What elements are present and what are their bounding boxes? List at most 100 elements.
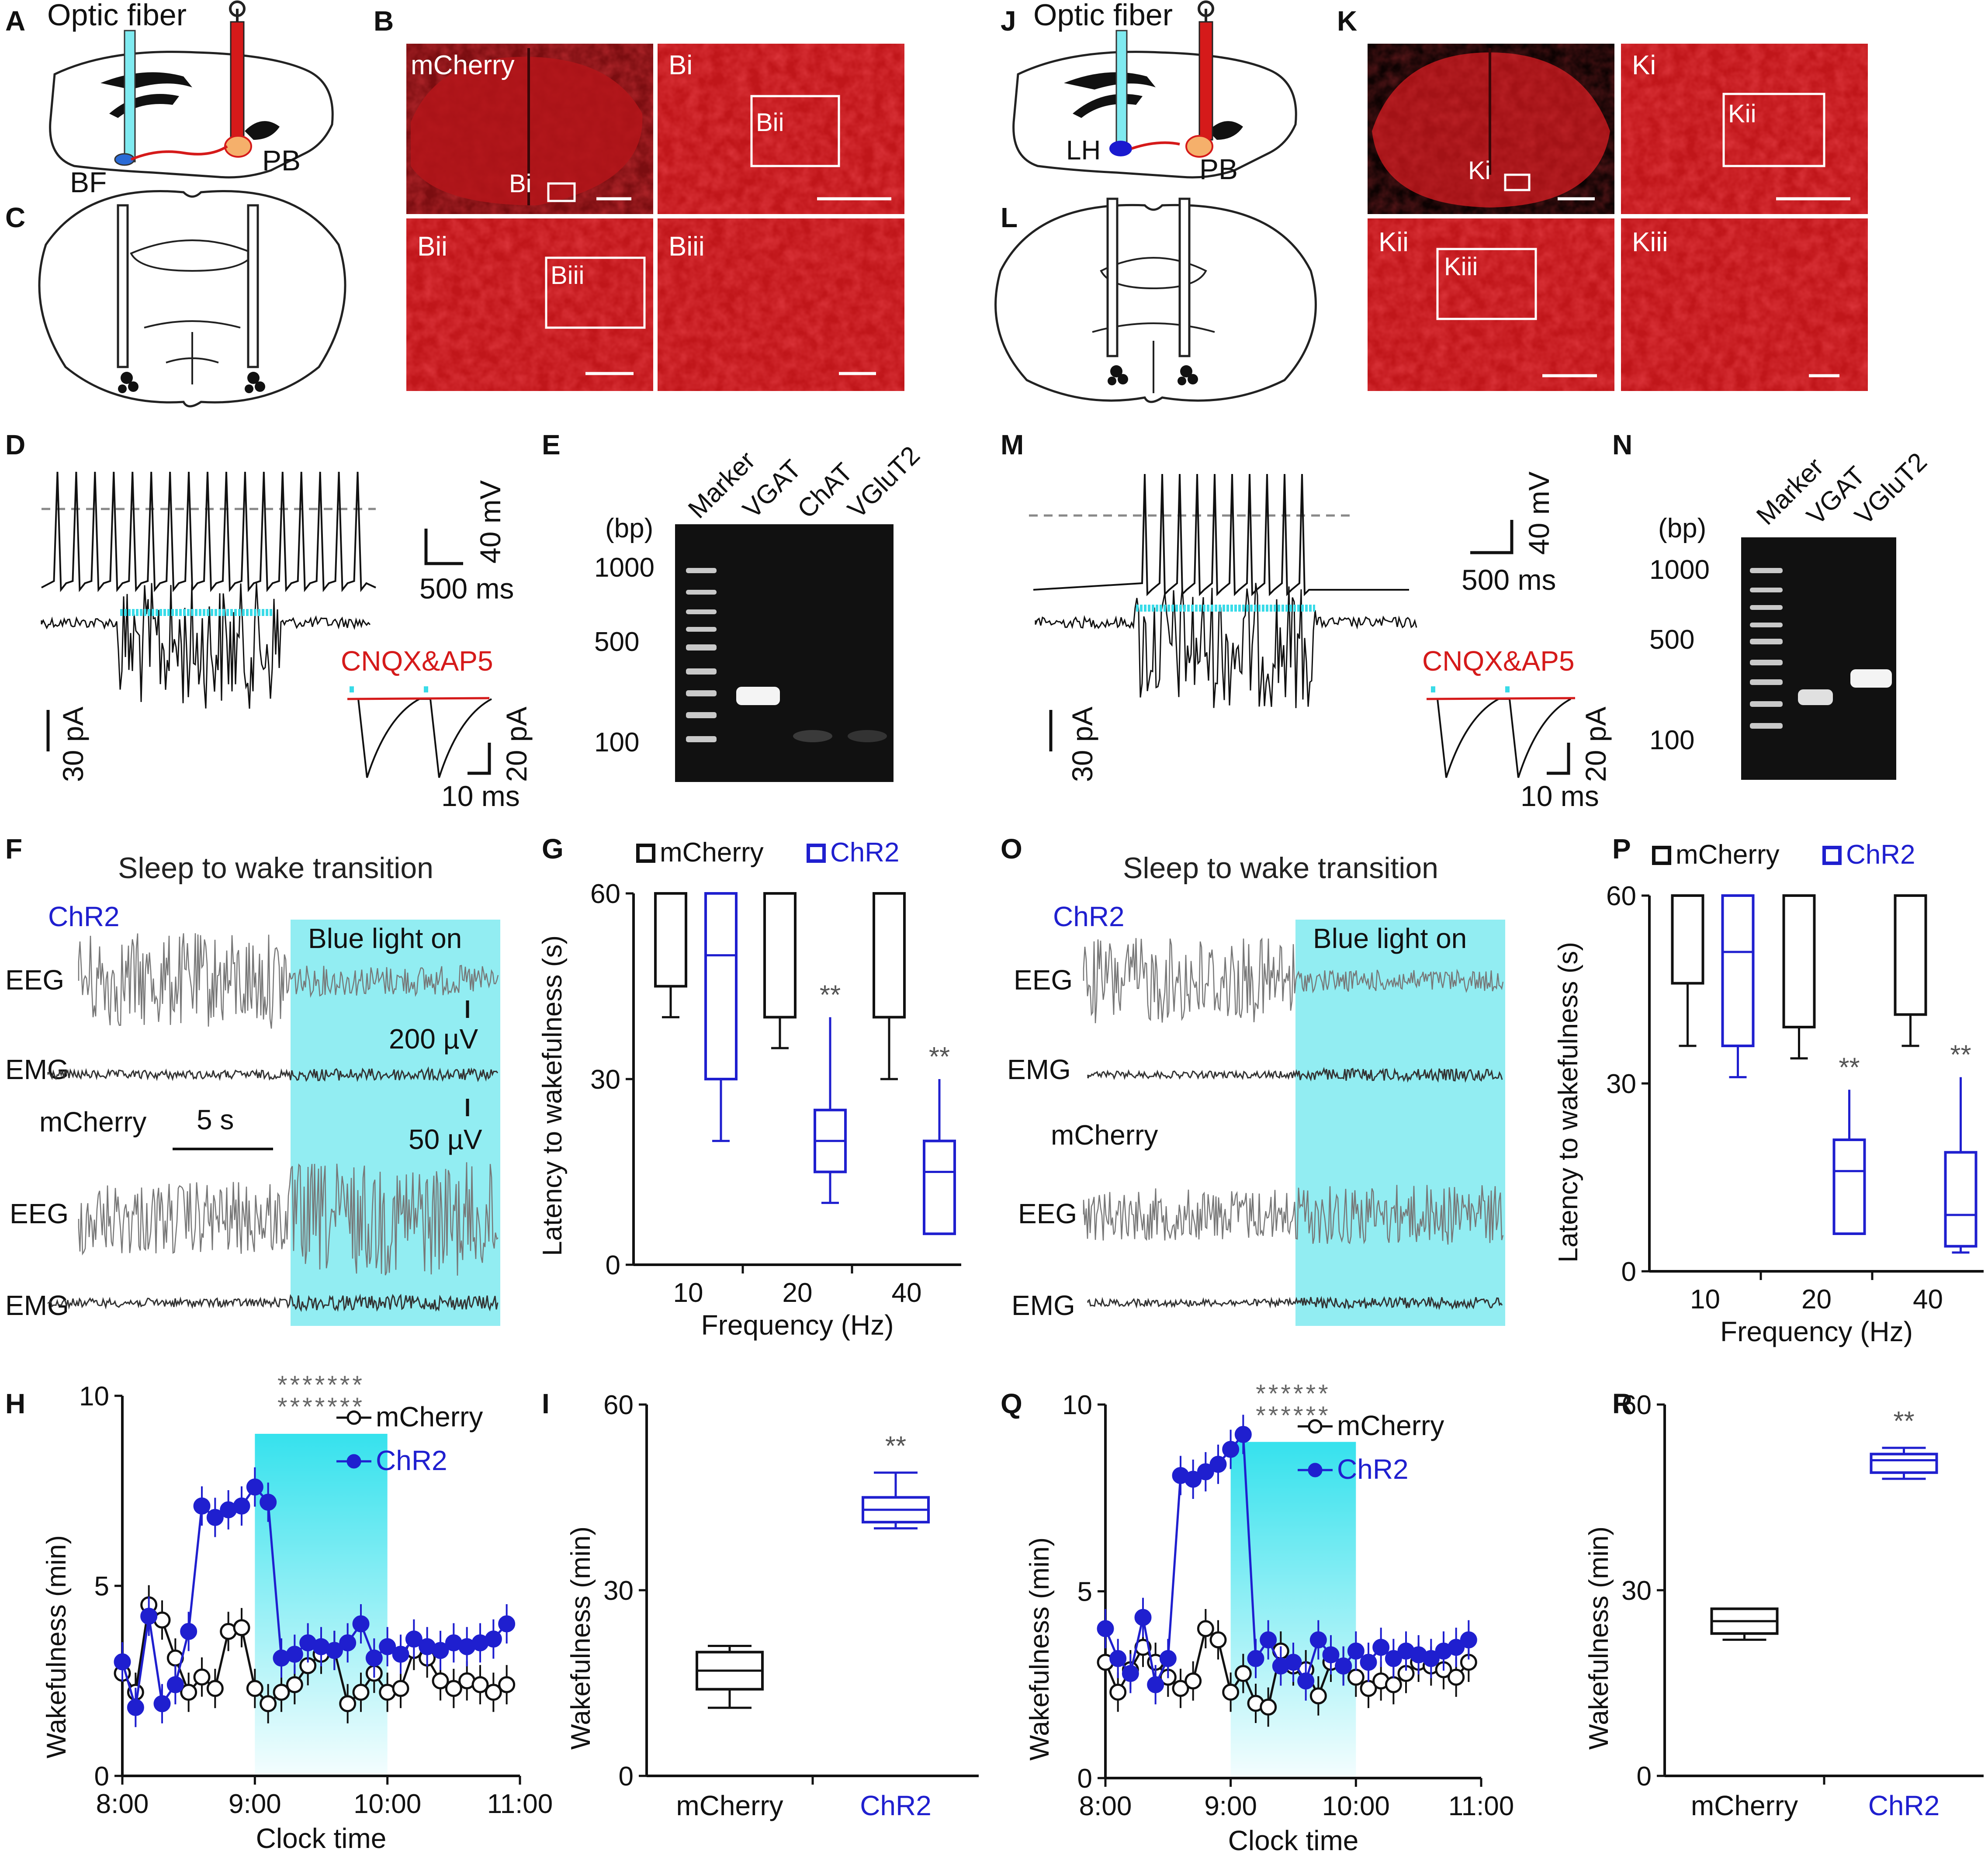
- data-point-chr2: [1322, 1646, 1340, 1664]
- emg-trace-mcherry-f: [47, 1294, 499, 1312]
- legend-label-mcherry: mCherry: [660, 837, 764, 868]
- drug-label-d: CNQX&AP5: [341, 645, 493, 677]
- panel-letter-g: G: [542, 833, 564, 865]
- data-point-chr2: [1335, 1657, 1352, 1675]
- data-point-chr2: [1109, 1650, 1127, 1667]
- data-point-chr2: [1285, 1654, 1302, 1671]
- data-point-mcherry: [1347, 1668, 1365, 1686]
- data-point-chr2: [1422, 1650, 1440, 1667]
- y-axis-label: Wakefulness (min): [1025, 1537, 1055, 1761]
- data-point-mcherry: [260, 1695, 277, 1713]
- data-point-mcherry: [1184, 1672, 1202, 1690]
- current-trace-d: [41, 583, 371, 709]
- gel-ladder-1000-n: 1000: [1649, 555, 1710, 585]
- legend-swatch-mcherry: [1652, 846, 1671, 865]
- panel-letter-q: Q: [1001, 1388, 1022, 1419]
- significance-row: *******: [277, 1371, 365, 1399]
- y-tick-label: 5: [1077, 1577, 1092, 1607]
- gel-lh: (bp) 1000 500 100 Marker VGAT VGluT2: [1649, 447, 1933, 780]
- mcherry-label-f: mCherry: [39, 1106, 146, 1138]
- fiber-label-j: Optic fiber: [1033, 0, 1173, 32]
- data-point-mcherry: [432, 1672, 449, 1689]
- data-point-chr2: [1260, 1631, 1277, 1649]
- gel-bp-label-e: (bp): [605, 513, 653, 543]
- eeg-label-o2: EEG: [1018, 1198, 1077, 1229]
- data-point-chr2: [352, 1615, 370, 1633]
- evoked-trace-d: [347, 698, 492, 778]
- data-point-chr2: [1247, 1650, 1264, 1667]
- legend-label-chr2: ChR2: [376, 1445, 447, 1476]
- x-tick-label: 10: [1690, 1284, 1720, 1315]
- data-point-mcherry: [1260, 1699, 1277, 1716]
- time-scale-short-d: 10 ms: [441, 780, 520, 812]
- spike-trace-d: [41, 471, 376, 592]
- legend-swatch-mcherry: [636, 844, 655, 863]
- data-point-mcherry: [1385, 1676, 1402, 1693]
- region-label-bf: BF: [70, 166, 107, 198]
- emg-label-o1: EMG: [1007, 1054, 1071, 1085]
- data-point-mcherry: [273, 1684, 290, 1701]
- sagittal-schematic-lh: Optic fiber LH PB: [1012, 0, 1297, 185]
- data-point-mcherry: [1448, 1668, 1465, 1686]
- fiber-right-c: [247, 204, 259, 368]
- gel-bf: (bp) 1000 500 100 Marker VGAT ChAT VGluT…: [594, 440, 925, 782]
- box-label-bii: Bii: [756, 108, 784, 137]
- gel-image-n: [1741, 537, 1896, 780]
- significance-mark: **: [885, 1431, 906, 1461]
- x-tick-label: 10: [673, 1278, 703, 1308]
- x-axis-label: Clock time: [256, 1823, 387, 1854]
- data-point-chr2: [1197, 1463, 1214, 1481]
- histology-label-kiii: Kiii: [1632, 227, 1668, 257]
- data-point-mcherry: [339, 1695, 357, 1713]
- box-mcherry: [873, 892, 906, 1019]
- emg-trace-chr2-f: [47, 1066, 499, 1083]
- data-point-chr2: [246, 1478, 263, 1496]
- data-point-chr2: [326, 1642, 343, 1659]
- ephys-lh: 40 mV 500 ms 30 pA CNQX&AP5 20 pA 10 ms: [1029, 471, 1612, 812]
- box-mcherry: [1782, 894, 1816, 1028]
- box-mcherry: [654, 892, 687, 988]
- x-tick-label: 40: [1913, 1284, 1943, 1315]
- eeg-label-f1: EEG: [5, 964, 64, 996]
- y-axis-label: Latency to wakefulness (s): [1553, 942, 1583, 1263]
- data-point-mcherry: [206, 1680, 224, 1697]
- data-point-chr2: [114, 1653, 131, 1671]
- box-label-bi: Bi: [509, 170, 532, 198]
- data-point-chr2: [498, 1615, 516, 1633]
- box-mcherry: [1671, 894, 1704, 985]
- box-label-ki: Ki: [1468, 156, 1491, 185]
- x-tick-label: mCherry: [1691, 1790, 1798, 1821]
- box-label-biii: Biii: [551, 261, 584, 290]
- box-chr2: [1870, 1453, 1938, 1474]
- data-point-chr2: [485, 1630, 502, 1648]
- panel-letter-i: I: [542, 1388, 550, 1419]
- panel-letter-k: K: [1337, 5, 1357, 37]
- eeg-label-f2: EEG: [10, 1198, 69, 1229]
- data-point-mcherry: [445, 1680, 462, 1697]
- data-point-chr2: [405, 1630, 423, 1648]
- significance-mark: **: [1950, 1040, 1971, 1070]
- panel-letter-b: B: [374, 5, 394, 37]
- x-tick-label: mCherry: [676, 1790, 783, 1821]
- ladder-bands-n: [1750, 568, 1783, 729]
- coronal-schematic-lh: [994, 197, 1317, 403]
- panel-letter-r: R: [1612, 1388, 1632, 1419]
- data-point-chr2: [140, 1608, 158, 1625]
- data-point-chr2: [1309, 1631, 1327, 1649]
- stimulation-window: [255, 1434, 388, 1776]
- panel-letter-c: C: [5, 202, 25, 233]
- emg-label-o2: EMG: [1011, 1290, 1075, 1321]
- optic-fiber-j: [1115, 30, 1128, 149]
- traces-title-f: Sleep to wake transition: [118, 851, 433, 885]
- blue-light-label-f: Blue light on: [308, 923, 462, 954]
- significance-mark: **: [1839, 1052, 1860, 1083]
- chart-g-latency: 0 30 60 10 20 ** 40 ** Latency to wakefulness (s…: [537, 837, 961, 1341]
- chart-r-wakefulness-box: 0 30 60 mCherry ChR2 ** Wakefulness (min): [1584, 1390, 1984, 1821]
- x-tick-label: ChR2: [1868, 1790, 1940, 1821]
- y-tick-label: 30: [603, 1576, 634, 1606]
- eeg-trace-chr2-f: [78, 933, 499, 1029]
- x-tick-label: 20: [1801, 1284, 1832, 1315]
- data-point-chr2: [1372, 1639, 1390, 1656]
- x-tick-label: 8:00: [1079, 1791, 1132, 1821]
